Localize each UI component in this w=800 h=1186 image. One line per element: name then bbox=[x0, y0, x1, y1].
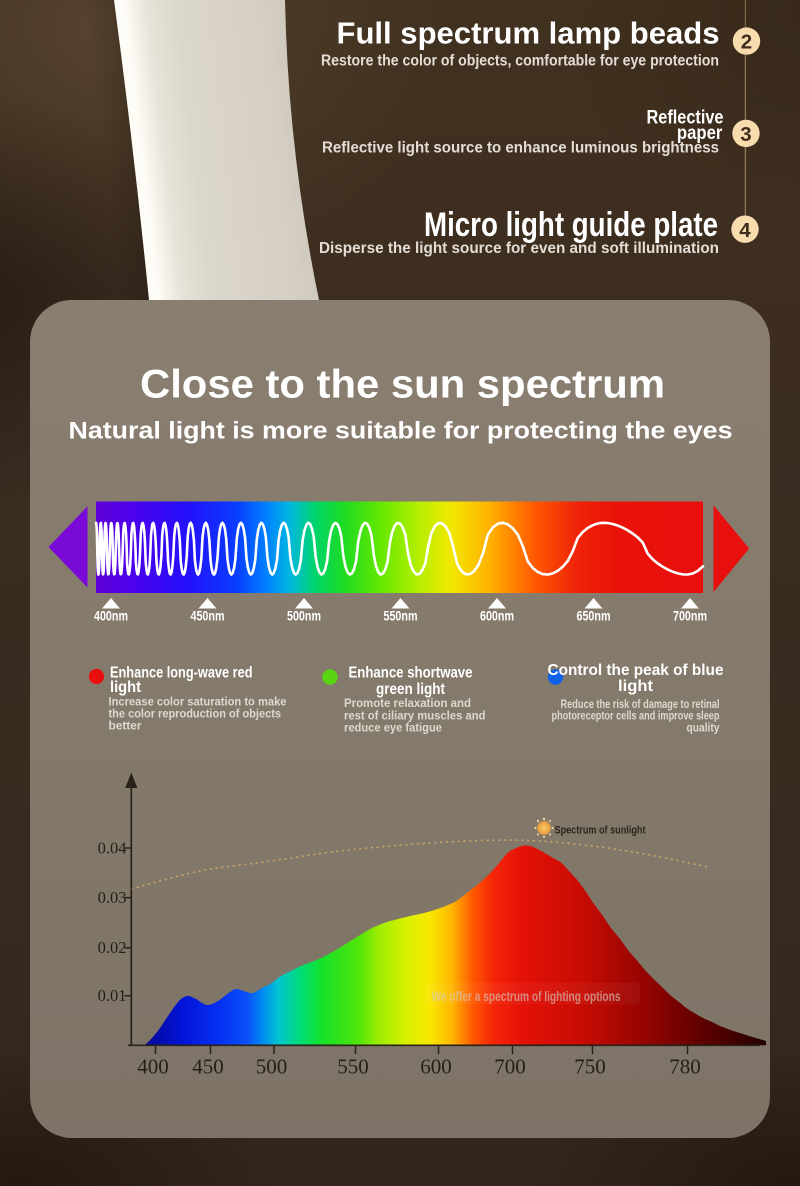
svg-text:Disperse the light source for: Disperse the light source for even and s… bbox=[319, 240, 719, 257]
svg-text:reduce eye fatigue: reduce eye fatigue bbox=[344, 721, 442, 735]
svg-text:500: 500 bbox=[256, 1055, 288, 1079]
svg-text:Natural light is more suitable: Natural light is more suitable for prote… bbox=[69, 418, 733, 445]
svg-text:750: 750 bbox=[574, 1055, 606, 1079]
svg-text:0.02: 0.02 bbox=[98, 938, 127, 957]
svg-text:400: 400 bbox=[137, 1055, 169, 1079]
svg-text:paper: paper bbox=[677, 122, 723, 144]
svg-text:450nm: 450nm bbox=[191, 608, 225, 623]
svg-text:0.01: 0.01 bbox=[98, 986, 127, 1005]
svg-text:Reflective light source to enh: Reflective light source to enhance lumin… bbox=[322, 140, 719, 157]
svg-text:500nm: 500nm bbox=[287, 608, 321, 623]
svg-text:photoreceptor cells and improv: photoreceptor cells and improve sleep bbox=[552, 709, 720, 723]
svg-text:Promote relaxation and: Promote relaxation and bbox=[344, 696, 471, 710]
svg-text:Enhance long-wave red: Enhance long-wave red bbox=[110, 665, 253, 682]
svg-text:Reflective: Reflective bbox=[647, 107, 724, 129]
svg-text:780: 780 bbox=[669, 1055, 701, 1079]
svg-text:0.03: 0.03 bbox=[98, 888, 127, 907]
svg-text:light: light bbox=[618, 678, 654, 695]
svg-text:green light: green light bbox=[376, 681, 445, 698]
svg-text:Enhance shortwave: Enhance shortwave bbox=[349, 665, 473, 682]
svg-text:Full spectrum lamp beads: Full spectrum lamp beads bbox=[337, 17, 720, 50]
svg-text:450: 450 bbox=[192, 1055, 224, 1079]
svg-text:3: 3 bbox=[740, 123, 751, 146]
svg-text:Reduce the risk of damage to r: Reduce the risk of damage to retinal bbox=[561, 697, 720, 711]
svg-text:We offer a spectrum of lightin: We offer a spectrum of lighting options bbox=[432, 988, 621, 1004]
svg-text:700nm: 700nm bbox=[673, 608, 707, 623]
svg-text:0.04: 0.04 bbox=[98, 838, 127, 857]
svg-text:Increase color saturation to m: Increase color saturation to make bbox=[109, 694, 287, 708]
svg-text:650nm: 650nm bbox=[577, 608, 611, 623]
svg-text:Restore the color of objects,: Restore the color of objects, comfortabl… bbox=[321, 52, 719, 69]
svg-text:rest of ciliary muscles and: rest of ciliary muscles and bbox=[344, 708, 486, 722]
svg-text:the color reproduction of obje: the color reproduction of objects bbox=[109, 706, 282, 720]
svg-text:Spectrum of sunlight: Spectrum of sunlight bbox=[555, 825, 646, 837]
svg-text:Close to the sun spectrum: Close to the sun spectrum bbox=[140, 363, 665, 407]
svg-text:550: 550 bbox=[337, 1055, 369, 1079]
svg-text:quality: quality bbox=[687, 720, 720, 734]
svg-text:Micro light guide plate: Micro light guide plate bbox=[424, 206, 718, 244]
svg-text:better: better bbox=[109, 718, 142, 732]
svg-text:600: 600 bbox=[420, 1055, 452, 1079]
svg-text:Control the peak of blue: Control the peak of blue bbox=[548, 662, 724, 679]
svg-text:550nm: 550nm bbox=[384, 608, 418, 623]
svg-text:700: 700 bbox=[494, 1055, 526, 1079]
svg-text:2: 2 bbox=[741, 31, 752, 54]
svg-text:light: light bbox=[110, 679, 141, 696]
svg-text:600nm: 600nm bbox=[480, 608, 514, 623]
svg-text:400nm: 400nm bbox=[94, 608, 128, 623]
svg-text:4: 4 bbox=[739, 219, 751, 242]
